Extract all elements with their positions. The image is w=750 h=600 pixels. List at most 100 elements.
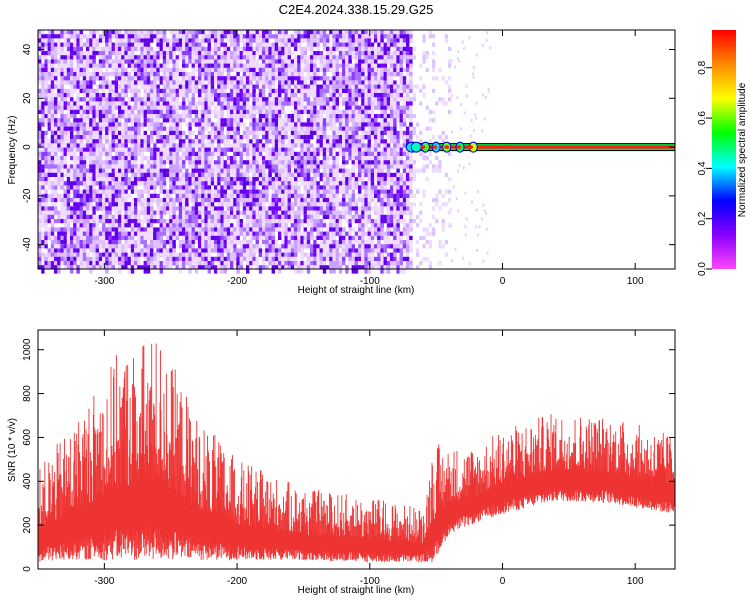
heatmap-cell <box>156 265 160 270</box>
heatmap-cell <box>182 172 186 177</box>
heatmap-cell <box>342 189 346 194</box>
heatmap-cell <box>255 210 259 219</box>
heatmap-cell <box>249 210 253 215</box>
heatmap-cell <box>150 231 154 236</box>
heatmap-cell <box>82 164 87 169</box>
heatmap-cell <box>124 93 128 98</box>
heatmap-cell <box>114 261 119 266</box>
heatmap-cell <box>159 97 163 106</box>
heatmap-cell <box>166 227 170 236</box>
heatmap-cell <box>166 210 170 215</box>
heatmap-cell <box>86 59 90 64</box>
heatmap-cell <box>242 214 247 219</box>
heatmap-cell <box>274 206 279 215</box>
heatmap-cell <box>175 88 179 93</box>
heatmap-cell <box>143 248 147 253</box>
heatmap-cell <box>156 206 160 211</box>
heatmap-cell <box>44 164 48 169</box>
heatmap-cell <box>351 202 355 207</box>
heatmap-cell <box>255 42 259 47</box>
heatmap-cell <box>162 240 167 245</box>
heatmap-cell <box>102 256 106 261</box>
heatmap-cell <box>111 97 115 102</box>
heatmap-cell <box>239 88 243 93</box>
heatmap-cell <box>178 244 183 249</box>
heatmap-cell <box>50 231 55 236</box>
heatmap-cell <box>70 80 74 85</box>
heatmap-cell <box>335 189 339 194</box>
heatmap-cell <box>246 34 250 39</box>
heatmap-cell <box>156 160 160 165</box>
heatmap-cell <box>297 231 301 236</box>
heatmap-cell <box>319 114 323 119</box>
heatmap-cell <box>175 185 179 190</box>
heatmap-cell <box>313 118 317 123</box>
heatmap-cell <box>274 118 279 127</box>
heatmap-cell <box>329 252 333 257</box>
heatmap-cell <box>162 88 167 93</box>
heatmap-cell <box>294 202 298 207</box>
heatmap-cell <box>210 67 215 72</box>
heatmap-cell <box>98 109 103 114</box>
heatmap-cell <box>194 227 199 236</box>
heatmap-cell <box>246 105 250 110</box>
heatmap-cell <box>249 51 253 56</box>
heatmap-cell <box>246 80 250 85</box>
heatmap-cell <box>306 101 311 106</box>
heatmap-cell <box>44 160 48 165</box>
heatmap-cell <box>140 139 144 144</box>
heatmap-cell <box>118 181 122 186</box>
heatmap-cell <box>201 227 205 232</box>
heatmap-cell <box>316 235 320 240</box>
heatmap-cell <box>332 177 336 182</box>
heatmap-cell <box>201 244 205 249</box>
heatmap-cell <box>111 84 115 89</box>
heatmap-cell <box>326 181 330 186</box>
heatmap-cell <box>82 252 87 261</box>
heatmap-cell <box>76 72 80 77</box>
heatmap-cell <box>137 114 141 119</box>
heatmap-cell <box>268 139 272 144</box>
heatmap-cell <box>95 67 99 72</box>
heatmap-cell <box>121 265 125 270</box>
heatmap-cell <box>66 38 71 43</box>
heatmap-cell <box>306 46 311 51</box>
heatmap-cell <box>252 59 256 68</box>
heatmap-cell <box>242 235 247 240</box>
heatmap-cell <box>332 105 336 110</box>
heatmap-cell <box>111 51 115 56</box>
heatmap-cell <box>191 105 195 110</box>
heatmap-cell <box>111 231 115 236</box>
heatmap-cell <box>185 30 189 35</box>
heatmap-cell <box>140 252 144 257</box>
heatmap-cell <box>137 147 141 156</box>
heatmap-cell <box>322 223 327 228</box>
heatmap-cell <box>175 198 179 203</box>
heatmap-cell <box>310 181 314 186</box>
heatmap-cell <box>207 261 211 266</box>
heatmap-cell <box>265 114 269 119</box>
heatmap-cell <box>44 261 48 266</box>
heatmap-cell <box>258 252 263 257</box>
heatmap-cell <box>127 206 131 215</box>
heatmap-cell <box>342 126 346 131</box>
heatmap-cell <box>153 139 157 144</box>
heatmap-cell <box>316 67 320 72</box>
heatmap-cell <box>348 46 352 51</box>
heatmap-cell <box>335 88 339 93</box>
heatmap-cell <box>246 206 250 211</box>
heatmap-cell <box>214 198 218 203</box>
heatmap-cell <box>322 206 327 211</box>
heatmap-cell <box>143 30 147 35</box>
heatmap-cell <box>290 51 295 56</box>
heatmap-cell <box>239 219 243 224</box>
heatmap-cell <box>281 72 285 77</box>
heatmap-cell <box>322 101 327 106</box>
heatmap-cell <box>111 139 115 144</box>
heatmap-cell <box>118 97 122 102</box>
heatmap-cell <box>351 164 355 169</box>
heatmap-cell <box>255 101 259 106</box>
heatmap-cell <box>303 252 307 257</box>
heatmap-cell <box>204 261 208 266</box>
heatmap-cell <box>175 46 179 51</box>
